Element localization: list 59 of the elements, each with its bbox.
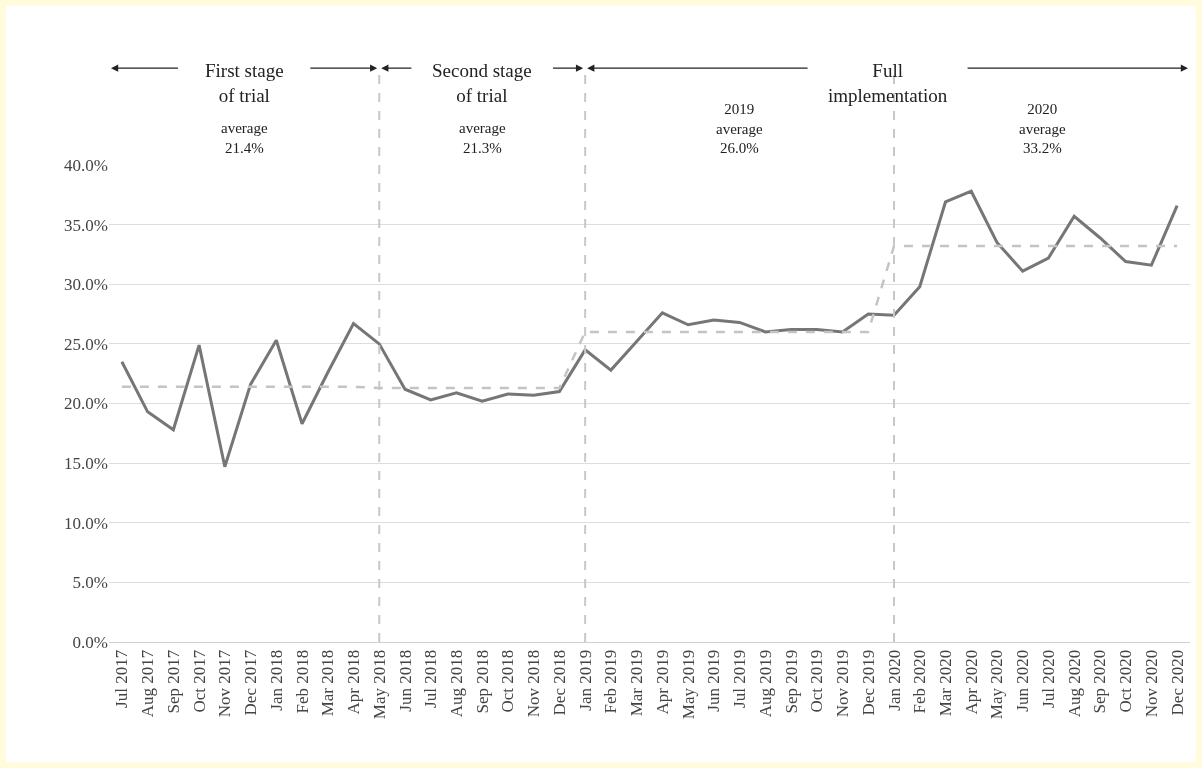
x-tick-label: Aug 2017 (138, 649, 158, 718)
x-tick-label: Oct 2017 (189, 649, 209, 713)
text: 2019 average 26.0% (716, 101, 763, 156)
y-tick-label: 30.0% (64, 275, 108, 295)
x-tick-label: Jul 2018 (421, 649, 441, 708)
x-tick-label: Dec 2019 (858, 649, 878, 716)
x-tick-label: Jun 2018 (395, 649, 415, 712)
x-tick-label: Dec 2018 (549, 649, 569, 716)
y-tick-label: 40.0% (64, 155, 108, 175)
x-tick-label: Sep 2017 (163, 649, 183, 714)
text: average 21.4% (221, 120, 268, 156)
x-tick-label: Jul 2017 (112, 649, 132, 708)
x-tick-label: Aug 2020 (1064, 649, 1084, 718)
x-tick-label: Apr 2020 (961, 649, 981, 715)
text: Full implementation (828, 60, 948, 106)
text: 2020 average 33.2% (1019, 101, 1066, 156)
x-tick-label: Mar 2019 (627, 649, 647, 717)
x-tick-label: Aug 2019 (755, 649, 775, 718)
y-tick-label: 25.0% (64, 334, 108, 354)
x-tick-label: Nov 2019 (833, 649, 853, 718)
y-tick-label: 5.0% (72, 573, 108, 593)
y-tick-label: 15.0% (64, 454, 108, 474)
x-tick-label: Oct 2019 (807, 649, 827, 713)
x-tick-label: Nov 2018 (524, 649, 544, 718)
x-tick-label: Jun 2019 (704, 649, 724, 712)
x-tick-label: Mar 2018 (318, 649, 338, 717)
y-tick-label: 0.0% (72, 632, 108, 652)
x-tick-label: Nov 2017 (215, 649, 235, 718)
x-tick-label: May 2019 (678, 649, 698, 720)
x-tick-label: Nov 2020 (1141, 649, 1161, 718)
y-tick-label: 20.0% (64, 394, 108, 414)
x-tick-label: Jun 2020 (1013, 649, 1033, 712)
x-tick-label: Jan 2019 (575, 649, 595, 711)
y-tick-label: 35.0% (64, 215, 108, 235)
x-tick-label: Apr 2019 (652, 649, 672, 715)
line-series (120, 189, 1179, 469)
x-tick-label: Feb 2020 (910, 649, 930, 714)
text: First stage of trial (205, 60, 284, 106)
x-tick-label: Apr 2018 (344, 649, 364, 715)
x-tick-label: Sep 2020 (1090, 649, 1110, 714)
x-tick-label: Oct 2020 (1116, 649, 1136, 713)
x-tick-label: Feb 2018 (292, 649, 312, 714)
x-tick-label: May 2018 (369, 649, 389, 720)
x-tick-label: Mar 2020 (936, 649, 956, 717)
x-tick-label: Aug 2018 (446, 649, 466, 718)
x-tick-label: Feb 2019 (601, 649, 621, 714)
text: average 21.3% (459, 120, 506, 156)
x-tick-label: Jan 2020 (884, 649, 904, 711)
x-tick-label: Oct 2018 (498, 649, 518, 713)
x-tick-label: Dec 2017 (241, 649, 261, 716)
x-tick-label: Dec 2020 (1167, 649, 1187, 716)
x-tick-label: Sep 2019 (781, 649, 801, 714)
y-tick-label: 10.0% (64, 513, 108, 533)
x-tick-label: Sep 2018 (472, 649, 492, 714)
x-tick-label: Jan 2018 (266, 649, 286, 711)
x-tick-label: May 2020 (987, 649, 1007, 720)
x-tick-label: Jul 2020 (1038, 649, 1058, 708)
x-tick-label: Jul 2019 (730, 649, 750, 708)
text: Second stage of trial (432, 60, 532, 106)
